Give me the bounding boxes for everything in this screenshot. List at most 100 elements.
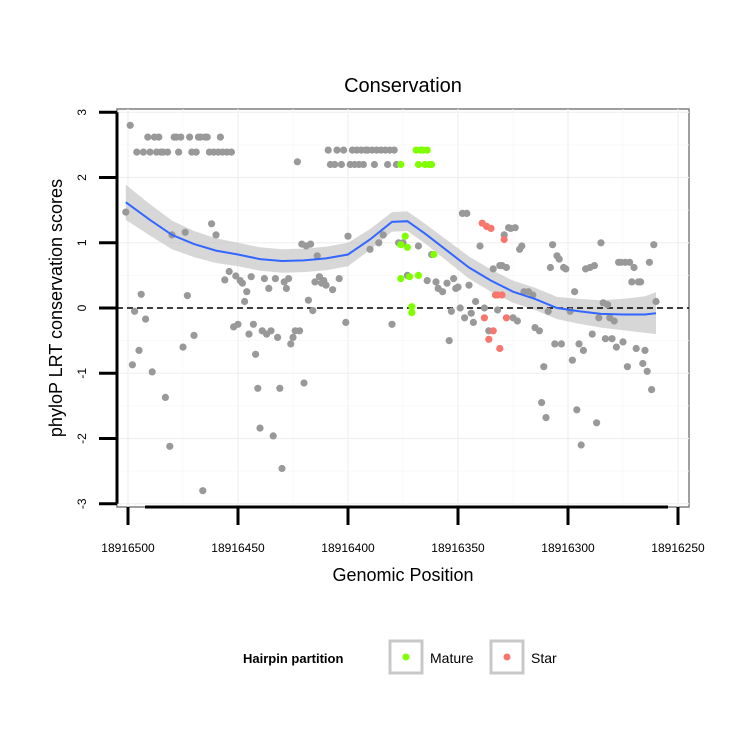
point-mature	[397, 241, 405, 249]
point-other	[623, 363, 632, 371]
point-other	[245, 330, 253, 338]
point-other	[643, 367, 651, 375]
point-other	[359, 160, 367, 169]
point-mature	[408, 303, 416, 311]
point-other	[177, 133, 185, 141]
point-mature	[408, 309, 416, 317]
point-other	[645, 258, 654, 266]
point-other	[465, 281, 473, 289]
point-other	[192, 148, 200, 156]
smooth-layer	[125, 201, 657, 316]
point-other	[276, 384, 284, 392]
point-other	[588, 330, 596, 338]
point-other	[208, 220, 216, 228]
point-other	[271, 275, 279, 283]
point-mature	[406, 273, 414, 281]
point-other	[311, 278, 319, 286]
point-other	[579, 346, 588, 354]
point-other	[179, 343, 187, 351]
point-other	[375, 239, 383, 247]
point-other	[641, 346, 649, 354]
point-other	[469, 318, 477, 326]
point-other	[601, 335, 610, 343]
point-other	[300, 379, 308, 387]
legend-point-mature	[402, 653, 410, 661]
point-other	[225, 267, 233, 276]
point-star	[502, 314, 510, 322]
x-tick-label: 18916400	[321, 541, 375, 555]
point-other	[278, 464, 286, 473]
point-other	[612, 343, 621, 351]
point-other	[575, 340, 583, 348]
point-other	[313, 252, 321, 260]
point-other	[137, 290, 145, 298]
point-star	[480, 314, 488, 322]
point-other	[370, 160, 378, 169]
point-other	[480, 304, 488, 312]
point-other	[604, 301, 612, 309]
y-tick-label: 1	[75, 239, 89, 246]
x-tick-label: 18916500	[101, 541, 155, 555]
y-tick-label: -2	[75, 433, 89, 444]
y-tick-label: -1	[75, 368, 89, 379]
legend: Hairpin partition Mature Star	[243, 639, 557, 675]
point-other	[555, 255, 563, 263]
point-star	[487, 224, 495, 232]
point-other	[342, 318, 350, 326]
point-other	[282, 284, 290, 292]
point-other	[293, 158, 301, 166]
point-other	[340, 146, 348, 154]
point-other	[181, 228, 189, 236]
point-other	[549, 241, 557, 249]
point-other	[637, 278, 645, 286]
point-mature	[397, 160, 405, 169]
point-star	[496, 344, 504, 353]
point-other	[390, 146, 398, 154]
point-other	[445, 337, 453, 345]
point-mature	[414, 160, 422, 169]
point-mature	[403, 243, 411, 251]
legend-label-mature: Mature	[430, 650, 474, 666]
point-other	[241, 297, 249, 306]
point-other	[304, 296, 312, 304]
point-other	[135, 346, 143, 354]
point-other	[324, 146, 332, 154]
point-other	[562, 265, 570, 273]
point-other	[557, 340, 566, 348]
point-other	[274, 333, 282, 341]
point-other	[252, 350, 260, 358]
point-other	[568, 356, 577, 364]
point-other	[203, 133, 211, 141]
point-star	[500, 235, 508, 244]
point-other	[254, 384, 262, 392]
point-other	[307, 240, 315, 248]
point-other	[199, 487, 207, 495]
y-tick-label: 2	[75, 174, 89, 181]
point-other	[443, 279, 451, 287]
point-other	[128, 361, 136, 369]
point-other	[267, 327, 275, 335]
point-other	[289, 333, 297, 341]
point-other	[546, 263, 555, 272]
point-other	[269, 432, 277, 440]
point-other	[238, 279, 246, 287]
smooth-line	[125, 201, 657, 316]
x-tick-label: 18916250	[651, 541, 705, 555]
point-other	[597, 239, 605, 247]
legend-point-star	[503, 653, 511, 661]
point-other	[577, 441, 585, 449]
point-other	[146, 148, 154, 156]
point-other	[331, 160, 339, 169]
point-other	[144, 133, 152, 141]
point-other	[544, 307, 552, 315]
point-other	[632, 344, 640, 353]
point-other	[423, 277, 431, 285]
point-other	[186, 133, 194, 141]
point-other	[216, 133, 224, 141]
point-other	[630, 263, 638, 272]
points-layer	[122, 121, 660, 495]
point-other	[190, 331, 198, 339]
point-other	[461, 314, 469, 322]
point-other	[379, 231, 387, 239]
point-other	[161, 393, 169, 401]
